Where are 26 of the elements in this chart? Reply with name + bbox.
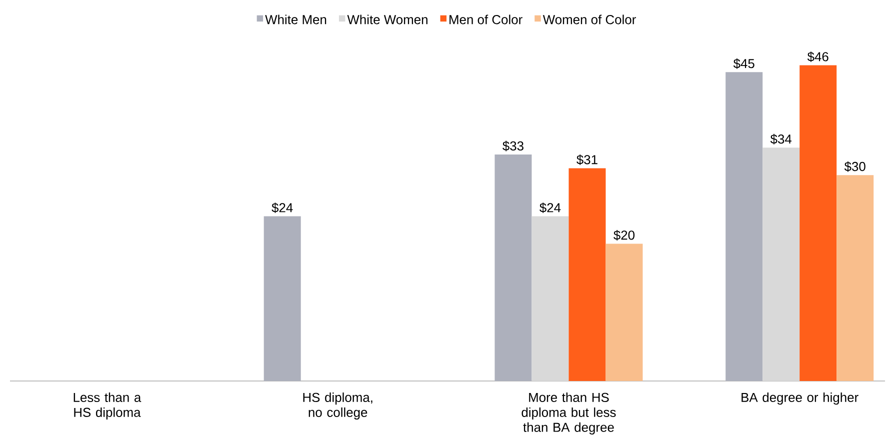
bar (836, 175, 874, 381)
data-label: $34 (770, 134, 792, 144)
x-tick-label: HS diploma, no college (303, 392, 372, 420)
x-tick-label: Less than a HS diploma (74, 392, 142, 420)
data-label: $20 (614, 230, 635, 241)
bar (762, 148, 800, 381)
data-label: $30 (844, 161, 866, 172)
bar (494, 154, 532, 381)
legend-label: Men of Color (450, 14, 522, 24)
x-tick-label: More than HS diploma but less than BA degree (522, 392, 616, 434)
x-tick-label: BA degree or higher (742, 392, 858, 405)
bar (726, 72, 763, 381)
legend-label: Women of Color (542, 14, 636, 24)
bar (568, 168, 606, 381)
data-label: $24 (540, 202, 561, 214)
bar (606, 244, 643, 381)
legend-label: White Women (347, 14, 428, 24)
bar (264, 216, 301, 381)
bar (532, 216, 569, 381)
bar (800, 65, 837, 381)
legend-label: White Men (265, 14, 326, 24)
data-label: $33 (502, 140, 524, 152)
data-label: $45 (733, 58, 754, 69)
data-label: $31 (576, 154, 598, 166)
data-label: $24 (272, 202, 293, 214)
data-label: $46 (807, 52, 828, 62)
